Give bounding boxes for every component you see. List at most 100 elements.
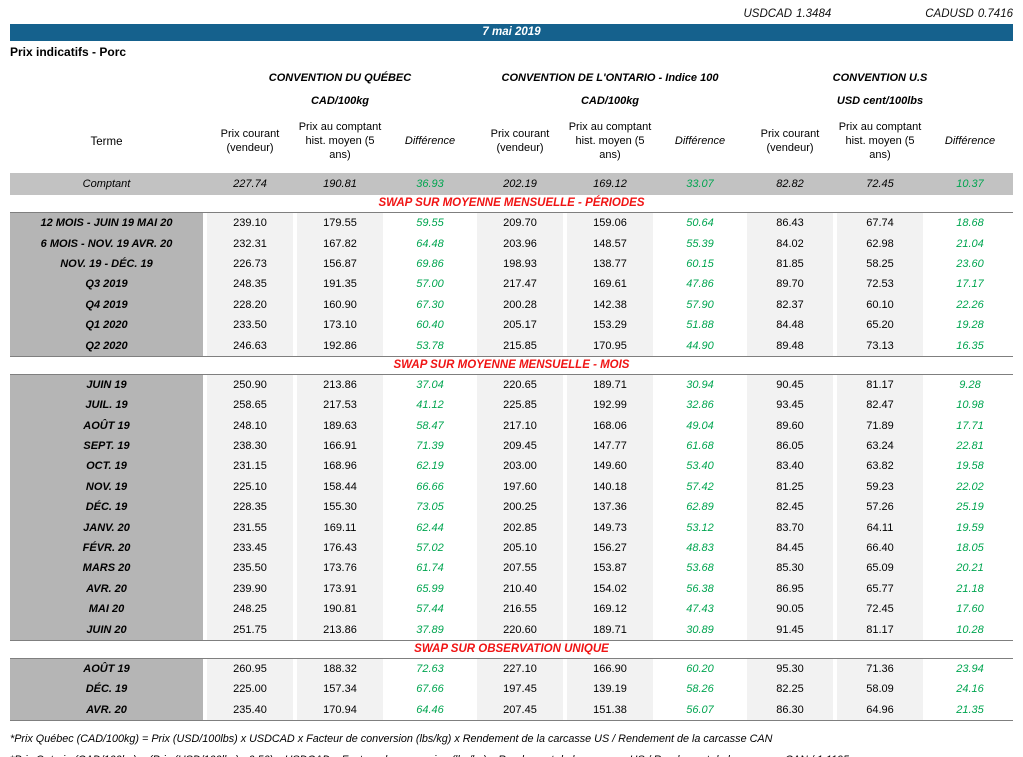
price-cell: 239.10 <box>207 213 293 234</box>
price-cell: 142.38 <box>567 294 653 315</box>
price-cell: 192.99 <box>567 395 653 416</box>
table-row: AOÛT 19 248.10 189.63 58.47 217.10 168.06 49.0… <box>10 415 1013 436</box>
difference-cell: 17.71 <box>927 415 1013 436</box>
price-cell: 72.45 <box>837 599 923 620</box>
price-cell: 57.26 <box>837 497 923 518</box>
price-cell: 248.35 <box>207 274 293 295</box>
difference-cell: 53.78 <box>387 335 473 356</box>
price-cell: 202.85 <box>477 517 563 538</box>
term-cell: Q1 2020 <box>10 314 203 336</box>
terme-spacer <box>10 89 203 113</box>
price-cell: 188.32 <box>297 658 383 680</box>
price-cell: 83.40 <box>747 456 833 477</box>
table-row: Q4 2019 228.20 160.90 67.30 200.28 142.38 57.9… <box>10 294 1013 315</box>
price-cell: 170.94 <box>297 699 383 720</box>
price-cell: 154.02 <box>567 578 653 600</box>
price-cell: 207.55 <box>477 558 563 579</box>
difference-cell: 24.16 <box>927 679 1013 700</box>
price-cell: 153.87 <box>567 558 653 579</box>
price-cell: 65.77 <box>837 578 923 600</box>
table-row: MAI 20 248.25 190.81 57.44 216.55 169.12 47.43… <box>10 599 1013 620</box>
price-cell: 82.45 <box>747 497 833 518</box>
price-cell: 227.10 <box>477 658 563 680</box>
price-cell: 235.50 <box>207 558 293 579</box>
price-cell: 205.10 <box>477 537 563 559</box>
price-cell: 173.91 <box>297 578 383 600</box>
difference-cell: 69.86 <box>387 253 473 275</box>
difference-cell: 57.44 <box>387 599 473 620</box>
price-cell: 156.87 <box>297 253 383 275</box>
price-cell: 63.82 <box>837 456 923 477</box>
term-cell: AOÛT 19 <box>10 415 203 436</box>
term-cell: JUIL. 19 <box>10 395 203 416</box>
price-cell: 203.96 <box>477 233 563 254</box>
price-cell: 228.20 <box>207 294 293 315</box>
price-cell: 95.30 <box>747 658 833 680</box>
price-cell: 173.10 <box>297 314 383 336</box>
price-cell: 138.77 <box>567 253 653 275</box>
table-row: Q3 2019 248.35 191.35 57.00 217.47 169.61 47.8… <box>10 274 1013 295</box>
term-cell: Q4 2019 <box>10 294 203 315</box>
price-cell: 192.86 <box>297 335 383 356</box>
difference-cell: 36.93 <box>387 173 473 195</box>
term-cell: DÉC. 19 <box>10 679 203 700</box>
difference-cell: 47.43 <box>657 599 743 620</box>
price-cell: 227.74 <box>207 173 293 195</box>
price-cell: 189.71 <box>567 619 653 640</box>
price-cell: 250.90 <box>207 374 293 396</box>
price-table: CONVENTION DU QUÉBEC CONVENTION DE L'ONT… <box>10 67 1013 721</box>
difference-cell: 60.15 <box>657 253 743 275</box>
table-row: AOÛT 19 260.95 188.32 72.63 227.10 166.90 60.2… <box>10 658 1013 680</box>
table-row: JUIN 19 250.90 213.86 37.04 220.65 189.71 30.9… <box>10 374 1013 396</box>
term-cell: JUIN 19 <box>10 374 203 396</box>
table-row: JUIL. 19 258.65 217.53 41.12 225.85 192.99 32.… <box>10 395 1013 416</box>
price-cell: 166.91 <box>297 435 383 457</box>
table-row: DÉC. 19 228.35 155.30 73.05 200.25 137.36 62.8… <box>10 497 1013 518</box>
price-cell: 189.71 <box>567 374 653 396</box>
price-cell: 205.17 <box>477 314 563 336</box>
price-cell: 58.25 <box>837 253 923 275</box>
unit-row: CAD/100kg CAD/100kg USD cent/100lbs <box>10 89 1013 113</box>
price-cell: 86.95 <box>747 578 833 600</box>
table-row: AVR. 20 239.90 173.91 65.99 210.40 154.02 56.3… <box>10 578 1013 600</box>
term-cell: JUIN 20 <box>10 619 203 640</box>
price-cell: 91.45 <box>747 619 833 640</box>
price-cell: 82.47 <box>837 395 923 416</box>
table-row: NOV. 19 - DÉC. 19 226.73 156.87 69.86 198.93… <box>10 253 1013 275</box>
price-cell: 71.36 <box>837 658 923 680</box>
price-cell: 176.43 <box>297 537 383 559</box>
difference-cell: 23.94 <box>927 658 1013 680</box>
price-cell: 72.45 <box>837 173 923 195</box>
difference-cell: 58.47 <box>387 415 473 436</box>
column-header-row: Terme Prix courant (vendeur) Prix au com… <box>10 113 1013 171</box>
price-cell: 93.45 <box>747 395 833 416</box>
price-cell: 72.53 <box>837 274 923 295</box>
price-cell: 89.70 <box>747 274 833 295</box>
difference-cell: 50.64 <box>657 213 743 234</box>
price-cell: 260.95 <box>207 658 293 680</box>
price-cell: 86.43 <box>747 213 833 234</box>
price-cell: 151.38 <box>567 699 653 720</box>
col-header-prix-courant: Prix courant (vendeur) <box>760 128 820 154</box>
difference-cell: 57.02 <box>387 537 473 559</box>
price-cell: 86.30 <box>747 699 833 720</box>
price-cell: 197.60 <box>477 476 563 498</box>
difference-cell: 61.74 <box>387 558 473 579</box>
difference-cell: 71.39 <box>387 435 473 457</box>
difference-cell: 21.18 <box>927 578 1013 600</box>
unit-us: USD cent/100lbs <box>836 95 924 107</box>
price-cell: 82.82 <box>747 173 833 195</box>
difference-cell: 64.46 <box>387 699 473 720</box>
price-cell: 90.05 <box>747 599 833 620</box>
price-cell: 203.00 <box>477 456 563 477</box>
price-cell: 225.10 <box>207 476 293 498</box>
price-cell: 200.25 <box>477 497 563 518</box>
difference-cell: 18.68 <box>927 213 1013 234</box>
price-cell: 173.76 <box>297 558 383 579</box>
price-cell: 246.63 <box>207 335 293 356</box>
term-cell: FÉVR. 20 <box>10 537 203 559</box>
price-cell: 248.25 <box>207 599 293 620</box>
term-cell: JANV. 20 <box>10 517 203 538</box>
difference-cell: 17.60 <box>927 599 1013 620</box>
difference-cell: 17.17 <box>927 274 1013 295</box>
